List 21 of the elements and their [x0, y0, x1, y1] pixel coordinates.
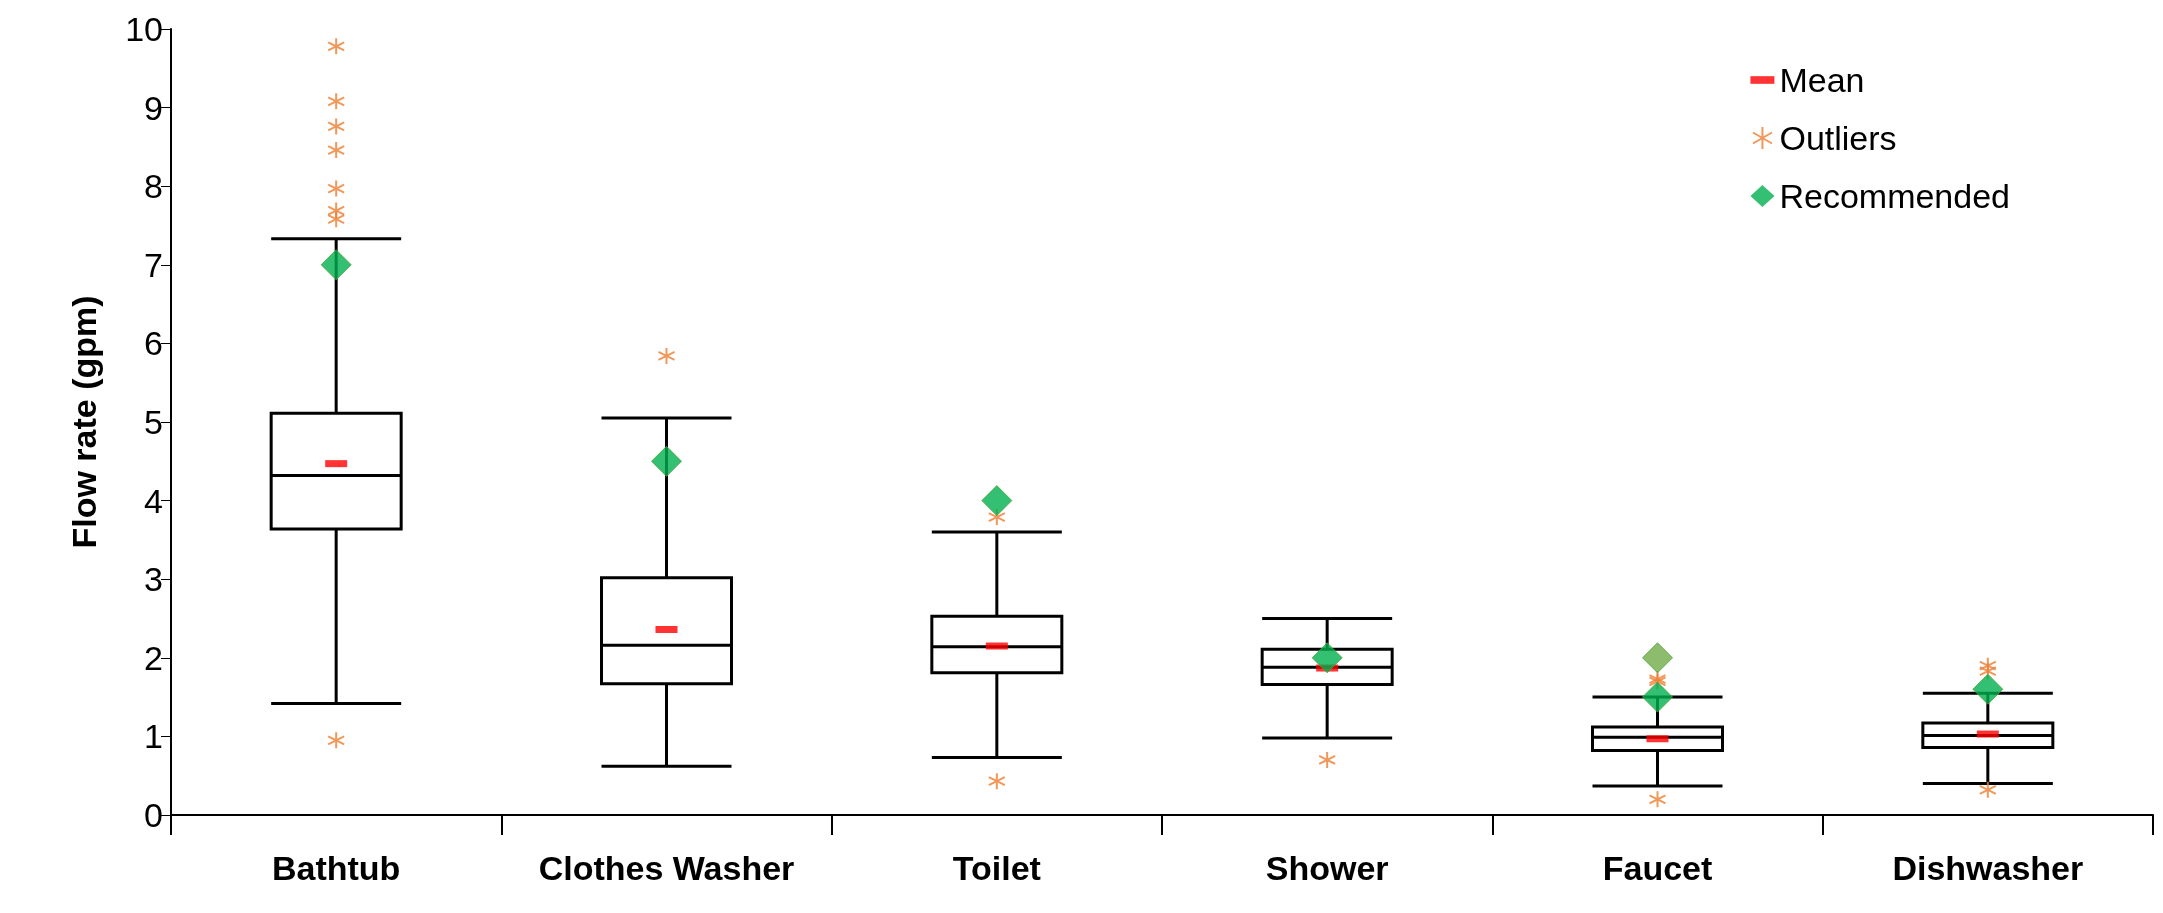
y-tick-label: 6	[144, 324, 163, 363]
y-tick-label: 2	[144, 638, 163, 677]
legend-label: Outliers	[1779, 119, 1897, 157]
x-tick-label: Faucet	[1602, 849, 1713, 887]
y-tick-label: 7	[144, 245, 163, 284]
y-tick-label: 10	[125, 10, 163, 48]
y-tick-label: 1	[144, 717, 163, 756]
y-tick-label: 8	[144, 167, 163, 206]
y-tick-label: 0	[144, 796, 163, 834]
y-tick-label: 3	[144, 560, 163, 599]
y-tick-label: 4	[144, 481, 163, 520]
legend-label: Recommended	[1779, 177, 2010, 215]
y-axis-title: Flow rate (gpm)	[65, 295, 103, 549]
x-tick-label: Dishwasher	[1892, 849, 2084, 887]
x-tick-label: Toilet	[952, 849, 1041, 887]
y-tick-label: 5	[144, 403, 163, 441]
y-tick-label: 9	[144, 88, 163, 127]
x-tick-label: Bathtub	[271, 849, 401, 887]
legend-label: Mean	[1779, 61, 1865, 99]
x-tick-label: Clothes Washer	[538, 849, 795, 887]
x-tick-label: Shower	[1265, 849, 1389, 887]
